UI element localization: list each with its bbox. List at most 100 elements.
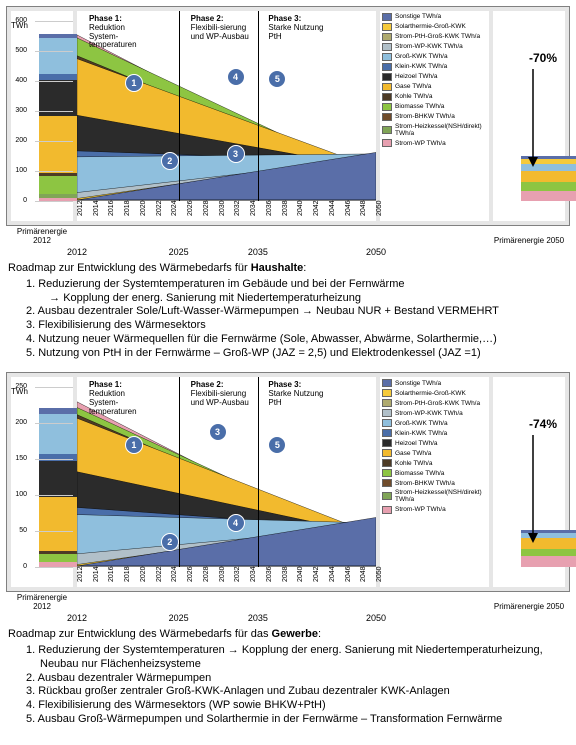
x-tick-label: 2016 xyxy=(108,567,115,583)
phase-label: Phase 3:Starke Nutzung PtH xyxy=(268,381,328,407)
roadmap-haushalte: Roadmap zur Entwicklung des Wärmebedarfs… xyxy=(8,262,568,360)
phase-label: Phase 2:Flexibili-sierung und WP-Ausbau xyxy=(191,381,251,407)
y-tick-label: 0 xyxy=(5,563,27,570)
legend-swatch xyxy=(382,389,392,397)
legend-label: Sonstige TWh/a xyxy=(395,13,441,20)
legend-item: Strom-WP TWh/a xyxy=(382,139,487,147)
center-area-gewerbe: Phase 1:Reduktion System-temperaturen Pha… xyxy=(77,377,376,587)
legend-swatch xyxy=(382,83,392,91)
big-year-label: 2025 xyxy=(169,613,189,623)
number-badge: 1 xyxy=(125,436,143,454)
legend-swatch xyxy=(382,139,392,147)
number-badge: 4 xyxy=(227,68,245,86)
x-tick-label: 2048 xyxy=(360,200,367,216)
number-badge: 3 xyxy=(227,145,245,163)
roadmap-item: 4. Flexibilisierung des Wärmesektors (WP… xyxy=(26,699,568,713)
legend-label: Sonstige TWh/a xyxy=(395,380,441,387)
x-tick-label: 2038 xyxy=(282,567,289,583)
legend-item: Kohle TWh/a xyxy=(382,459,487,467)
legend-swatch xyxy=(382,53,392,61)
x-tick-label: 2042 xyxy=(313,200,320,216)
legend-label: Biomasse TWh/a xyxy=(395,470,444,477)
legend-label: Gase TWh/a xyxy=(395,450,431,457)
legend-swatch xyxy=(382,63,392,71)
legend-item: Biomasse TWh/a xyxy=(382,103,487,111)
right-bar-gewerbe: -74% Primärenergie 2050 xyxy=(493,377,565,587)
x-tick-label: 2024 xyxy=(171,567,178,583)
x-tick-label: 2034 xyxy=(250,567,257,583)
x-tick-label: 2032 xyxy=(234,200,241,216)
legend-label: Solarthermie-Groß-KWK xyxy=(395,23,466,30)
phase-label: Phase 1:Reduktion System-temperaturen xyxy=(89,381,149,416)
roadmap-title: Roadmap zur Entwicklung des Wärmebedarfs… xyxy=(8,262,568,276)
legend-swatch xyxy=(382,93,392,101)
legend-item: Groß-KWK TWh/a xyxy=(382,53,487,61)
legend-swatch xyxy=(382,103,392,111)
legend-swatch xyxy=(382,13,392,21)
pct-label: -74% xyxy=(529,417,557,431)
roadmap-item: 5. Nutzung von PtH in der Fernwärme – Gr… xyxy=(26,347,568,361)
x-tick-label: 2046 xyxy=(345,200,352,216)
legend-item: Strom-WP-KWK TWh/a xyxy=(382,43,487,51)
x-tick-label: 2020 xyxy=(140,200,147,216)
legend-label: Klein-KWK TWh/a xyxy=(395,430,447,437)
legend-swatch xyxy=(382,429,392,437)
x-tick-label: 2040 xyxy=(297,200,304,216)
roadmap-item: 1. Reduzierung der Systemtemperaturen → … xyxy=(26,644,568,672)
x-tick-label: 2044 xyxy=(329,567,336,583)
x-tick-label: 2036 xyxy=(266,567,273,583)
legend-swatch xyxy=(382,409,392,417)
roadmap-gewerbe: Roadmap zur Entwicklung des Wärmebedarfs… xyxy=(8,628,568,726)
legend-swatch xyxy=(382,126,392,134)
legend-label: Groß-KWK TWh/a xyxy=(395,53,448,60)
legend-item: Heizoel TWh/a xyxy=(382,439,487,447)
x-tick-label: 2044 xyxy=(329,200,336,216)
roadmap-item: 1. Reduzierung der Systemtemperaturen im… xyxy=(26,278,568,306)
legend-item: Klein-KWK TWh/a xyxy=(382,63,487,71)
x-tick-label: 2026 xyxy=(187,567,194,583)
phase-label: Phase 1:Reduktion System-temperaturen xyxy=(89,15,149,50)
y-tick-label: 300 xyxy=(5,107,27,114)
big-year-label: 2012 xyxy=(67,247,87,257)
legend-swatch xyxy=(382,449,392,457)
legend-item: Gase TWh/a xyxy=(382,449,487,457)
number-badge: 4 xyxy=(227,514,245,532)
legend: Sonstige TWh/a Solarthermie-Groß-KWK Strom… xyxy=(380,11,489,221)
panel-haushalte: 0100200300400500600 TWh Primärenergie 20… xyxy=(6,6,570,226)
legend-swatch xyxy=(382,506,392,514)
legend-label: Klein-KWK TWh/a xyxy=(395,63,447,70)
y-tick-label: 500 xyxy=(5,47,27,54)
legend-swatch xyxy=(382,399,392,407)
x-tick-label: 2018 xyxy=(124,567,131,583)
right-caption: Primärenergie 2050 xyxy=(493,236,565,245)
x-tick-label: 2020 xyxy=(140,567,147,583)
x-tick-label: 2030 xyxy=(219,200,226,216)
legend-label: Heizoel TWh/a xyxy=(395,73,438,80)
number-badge: 3 xyxy=(209,423,227,441)
legend-label: Gase TWh/a xyxy=(395,83,431,90)
panel-gewerbe: 050100150200250 TWh Primärenergie 2012 P… xyxy=(6,372,570,592)
legend-label: Solarthermie-Groß-KWK xyxy=(395,390,466,397)
right-bar-haushalte: -70% Primärenergie 2050 xyxy=(493,11,565,221)
x-tick-label: 2050 xyxy=(376,567,383,583)
legend-label: Strom-Heizkessel(NSH/direkt) TWh/a xyxy=(395,123,487,137)
big-year-label: 2012 xyxy=(67,613,87,623)
left-caption: Primärenergie 2012 xyxy=(11,593,73,611)
legend-item: Strom-PtH-Groß-KWK TWh/a xyxy=(382,399,487,407)
number-badge: 2 xyxy=(161,533,179,551)
roadmap-item: 3. Rückbau großer zentraler Groß-KWK-Anl… xyxy=(26,685,568,699)
legend-swatch xyxy=(382,113,392,121)
y-tick-label: 150 xyxy=(5,455,27,462)
legend-label: Kohle TWh/a xyxy=(395,460,432,467)
x-tick-label: 2022 xyxy=(156,200,163,216)
bar-segment xyxy=(521,171,576,182)
legend-item: Sonstige TWh/a xyxy=(382,379,487,387)
legend-item: Kohle TWh/a xyxy=(382,93,487,101)
legend-label: Strom-PtH-Groß-KWK TWh/a xyxy=(395,400,480,407)
arrow-down-icon xyxy=(523,435,543,545)
x-tick-label: 2018 xyxy=(124,200,131,216)
phase-divider xyxy=(258,11,259,201)
legend-label: Heizoel TWh/a xyxy=(395,440,438,447)
x-tick-label: 2014 xyxy=(93,200,100,216)
legend-item: Heizoel TWh/a xyxy=(382,73,487,81)
